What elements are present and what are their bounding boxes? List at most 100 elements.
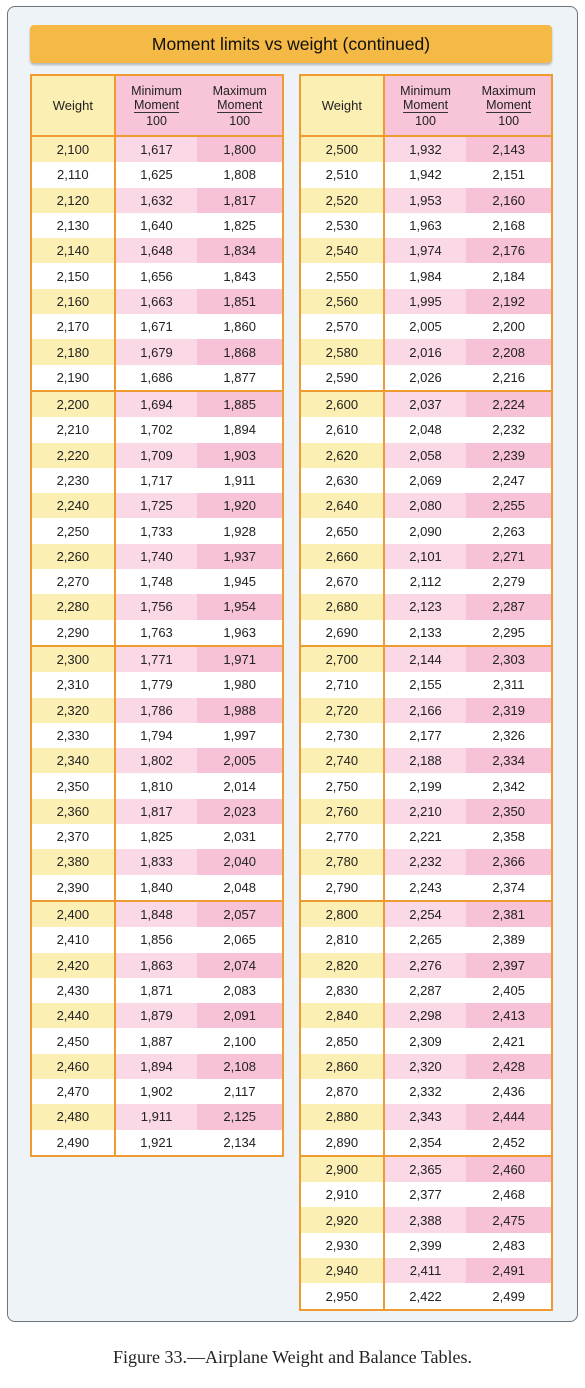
weight-cell: 2,170 [32,314,116,340]
maximum-moment-cell: 2,374 [466,874,552,900]
table-row: 2,290 1,763 1,963 [32,619,283,645]
maximum-moment-cell: 2,334 [466,748,552,774]
weight-cell: 2,880 [301,1104,385,1130]
table-row: 2,450 1,887 2,100 [32,1028,283,1054]
table-row: 2,140 1,648 1,834 [32,238,283,264]
maximum-moment-cell: 2,287 [466,594,552,620]
maximum-moment-cell: 1,808 [197,162,283,188]
table-row: 2,650 2,090 2,263 [301,518,552,544]
header-maximum-moment: Maximum Moment 100 [197,76,283,135]
maximum-moment-cell: 1,877 [197,364,283,390]
table-row: 2,640 2,080 2,255 [301,493,552,519]
weight-cell: 2,530 [301,212,385,239]
maximum-moment-cell: 2,303 [466,646,552,673]
header-min-line1: Minimum [400,83,451,98]
minimum-moment-cell: 2,254 [384,901,467,928]
weight-cell: 2,560 [301,288,385,315]
table-header: Weight Minimum Moment 100 Maximum Moment… [32,76,283,137]
maximum-moment-cell: 2,083 [197,977,283,1004]
table-row: 2,440 1,879 2,091 [32,1003,283,1029]
header-max-divisor: 100 [229,113,251,128]
minimum-moment-cell: 1,725 [115,493,198,519]
weight-cell: 2,520 [301,187,385,213]
table-row: 2,390 1,840 2,048 [32,874,283,900]
weight-cell: 2,890 [301,1129,385,1155]
table-row: 2,490 1,921 2,134 [32,1129,283,1155]
row-group: 2,100 1,617 1,800 2,110 1,625 1,808 2,120 1,632… [32,137,283,390]
maximum-moment-cell: 1,860 [197,314,283,340]
maximum-moment-cell: 1,825 [197,212,283,239]
weight-cell: 2,400 [32,901,116,928]
header-minimum-moment: Minimum Moment 100 [384,76,467,135]
weight-cell: 2,680 [301,594,385,620]
weight-cell: 2,920 [301,1207,385,1233]
maximum-moment-cell: 1,945 [197,569,283,595]
minimum-moment-cell: 2,101 [384,543,467,570]
maximum-moment-cell: 1,997 [197,722,283,749]
table-row: 2,810 2,265 2,389 [301,927,552,953]
weight-cell: 2,690 [301,619,385,645]
table-row: 2,860 2,320 2,428 [301,1053,552,1079]
table-row: 2,500 1,932 2,143 [301,137,552,163]
maximum-moment-cell: 1,911 [197,467,283,494]
weight-cell: 2,160 [32,288,116,315]
maximum-moment-cell: 2,108 [197,1053,283,1079]
weight-cell: 2,370 [32,824,116,850]
header-min-divisor: 100 [146,113,167,128]
minimum-moment-cell: 2,188 [384,748,467,774]
table-row: 2,230 1,717 1,911 [32,467,283,494]
table-row: 2,910 2,377 2,468 [301,1182,552,1208]
table-row: 2,220 1,709 1,903 [32,442,283,468]
minimum-moment-cell: 2,155 [384,672,467,698]
minimum-moment-cell: 2,177 [384,722,467,749]
table-row: 2,670 2,112 2,279 [301,569,552,595]
minimum-moment-cell: 1,786 [115,697,198,723]
minimum-moment-cell: 2,411 [384,1258,467,1284]
weight-cell: 2,630 [301,467,385,494]
table-row: 2,600 2,037 2,224 [301,391,552,418]
minimum-moment-cell: 1,825 [115,824,198,850]
weight-cell: 2,440 [32,1003,116,1029]
maximum-moment-cell: 1,851 [197,288,283,315]
maximum-moment-cell: 2,436 [466,1078,552,1105]
minimum-moment-cell: 2,058 [384,442,467,468]
maximum-moment-cell: 2,358 [466,824,552,850]
minimum-moment-cell: 1,863 [115,952,198,978]
maximum-moment-cell: 2,040 [197,849,283,875]
table-row: 2,850 2,309 2,421 [301,1028,552,1054]
table-row: 2,720 2,166 2,319 [301,697,552,723]
weight-cell: 2,270 [32,569,116,595]
maximum-moment-cell: 1,800 [197,137,283,163]
weight-cell: 2,790 [301,874,385,900]
maximum-moment-cell: 2,452 [466,1129,552,1155]
minimum-moment-cell: 2,123 [384,594,467,620]
minimum-moment-cell: 1,717 [115,467,198,494]
maximum-moment-cell: 1,843 [197,263,283,289]
maximum-moment-cell: 2,428 [466,1053,552,1079]
maximum-moment-cell: 2,216 [466,364,552,390]
table-row: 2,760 2,210 2,350 [301,798,552,825]
minimum-moment-cell: 2,343 [384,1104,467,1130]
table-row: 2,700 2,144 2,303 [301,646,552,673]
table-row: 2,750 2,199 2,342 [301,773,552,799]
maximum-moment-cell: 2,468 [466,1182,552,1208]
minimum-moment-cell: 1,779 [115,672,198,698]
maximum-moment-cell: 2,143 [466,137,552,163]
weight-cell: 2,830 [301,977,385,1004]
maximum-moment-cell: 2,208 [466,339,552,365]
weight-cell: 2,250 [32,518,116,544]
header-min-line2: Moment [133,97,180,113]
weight-cell: 2,570 [301,314,385,340]
minimum-moment-cell: 1,921 [115,1129,198,1155]
weight-cell: 2,540 [301,238,385,264]
minimum-moment-cell: 2,037 [384,391,467,418]
row-group: 2,300 1,771 1,971 2,310 1,779 1,980 2,320 1,786… [32,644,283,900]
weight-cell: 2,140 [32,238,116,264]
minimum-moment-cell: 1,995 [384,288,467,315]
maximum-moment-cell: 1,971 [197,646,283,673]
minimum-moment-cell: 1,932 [384,137,467,163]
maximum-moment-cell: 2,048 [197,874,283,900]
maximum-moment-cell: 2,192 [466,288,552,315]
minimum-moment-cell: 1,833 [115,849,198,875]
table-row: 2,830 2,287 2,405 [301,977,552,1004]
